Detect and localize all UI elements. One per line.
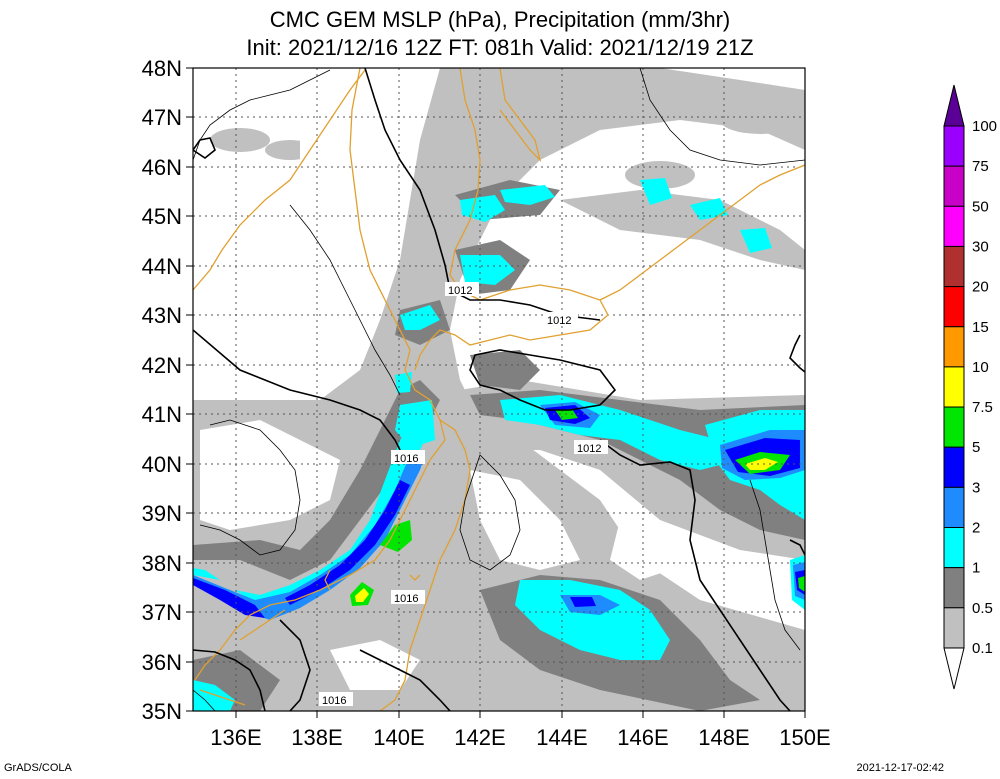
lat-label: 43N — [142, 303, 182, 328]
lat-label: 46N — [142, 155, 182, 180]
chart-title: CMC GEM MSLP (hPa), Precipitation (mm/3h… — [269, 7, 731, 32]
isobar-label-4: 1016 — [394, 453, 418, 465]
lon-label: 148E — [698, 725, 749, 750]
lon-label: 146E — [617, 725, 668, 750]
colorbar-label: 1 — [972, 560, 980, 577]
isobar-label-5: 1016 — [394, 593, 418, 605]
colorbar-swatch — [943, 125, 965, 167]
colorbar-label: 7.5 — [972, 399, 993, 416]
coastlines — [193, 68, 805, 711]
lat-label: 37N — [142, 600, 182, 625]
map-frame — [192, 67, 806, 712]
lat-label: 36N — [142, 650, 182, 675]
lat-label: 39N — [142, 501, 182, 526]
isobar-lines — [193, 68, 805, 711]
colorbar-label: 15 — [972, 319, 989, 336]
chart-subtitle: Init: 2021/12/16 12Z FT: 081h Valid: 202… — [246, 35, 754, 60]
colorbar-label: 50 — [972, 198, 989, 215]
lat-label: 38N — [142, 551, 182, 576]
colorbar-label: 0.1 — [972, 640, 993, 657]
isobar-label-3: 1012 — [577, 443, 601, 455]
lon-labels: 136E 138E 140E 142E 144E 146E 148E 150E — [210, 725, 830, 750]
colorbar: 100 75 50 30 20 15 10 7.5 5 3 2 1 0.5 0.1 — [943, 84, 997, 690]
lat-labels: 48N 47N 46N 45N 44N 43N 42N 41N 40N 39N … — [142, 56, 182, 724]
colorbar-label: 10 — [972, 359, 989, 376]
colorbar-label: 30 — [972, 238, 989, 255]
colorbar-label: 5 — [972, 439, 980, 456]
footer-timestamp: 2021-12-17-02:42 — [856, 762, 944, 774]
colorbar-swatch — [943, 607, 965, 649]
colorbar-swatch — [943, 366, 965, 408]
isobar-label-2: 1012 — [547, 315, 571, 327]
axis-ticks — [186, 67, 806, 718]
lat-label: 40N — [142, 452, 182, 477]
colorbar-label: 3 — [972, 479, 980, 496]
colorbar-swatch — [943, 486, 965, 529]
colorbar-label: 100 — [972, 118, 997, 135]
lon-label: 142E — [454, 725, 505, 750]
colorbar-top-arrow — [943, 84, 965, 127]
footer-credit: GrADS/COLA — [4, 762, 72, 774]
map-panel: 1012 1012 1012 1016 1016 1016 — [193, 68, 805, 711]
lat-label: 35N — [142, 699, 182, 724]
colorbar-swatch — [943, 406, 965, 448]
lat-label: 48N — [142, 56, 182, 81]
lat-label: 42N — [142, 353, 182, 378]
colorbar-swatch — [943, 567, 965, 609]
lon-label: 144E — [536, 725, 587, 750]
isobar-label-1: 1012 — [448, 285, 472, 297]
colorbar-swatch — [943, 245, 965, 288]
lat-label: 47N — [142, 105, 182, 130]
colorbar-label: 20 — [972, 279, 989, 296]
isobar-label-6: 1016 — [322, 695, 346, 707]
lat-label: 45N — [142, 204, 182, 229]
colorbar-swatch — [943, 165, 965, 207]
colorbar-label: 2 — [972, 520, 980, 537]
lat-label: 44N — [142, 254, 182, 279]
colorbar-label: 75 — [972, 158, 989, 175]
lon-label: 140E — [373, 725, 424, 750]
precip-yellow — [355, 458, 778, 602]
colorbar-swatch — [943, 205, 965, 247]
isobar-labels: 1012 1012 1012 1016 1016 1016 — [319, 282, 608, 707]
colorbar-swatch — [943, 326, 965, 368]
lon-label: 150E — [779, 725, 830, 750]
colorbar-bottom-arrow — [943, 647, 965, 690]
lon-label: 136E — [210, 725, 261, 750]
colorbar-swatch — [943, 286, 965, 328]
colorbar-swatch — [943, 446, 965, 488]
boundaries — [193, 68, 805, 711]
colorbar-label: 0.5 — [972, 600, 993, 617]
lat-label: 41N — [142, 402, 182, 427]
lon-label: 138E — [291, 725, 342, 750]
colorbar-swatch — [943, 527, 965, 569]
